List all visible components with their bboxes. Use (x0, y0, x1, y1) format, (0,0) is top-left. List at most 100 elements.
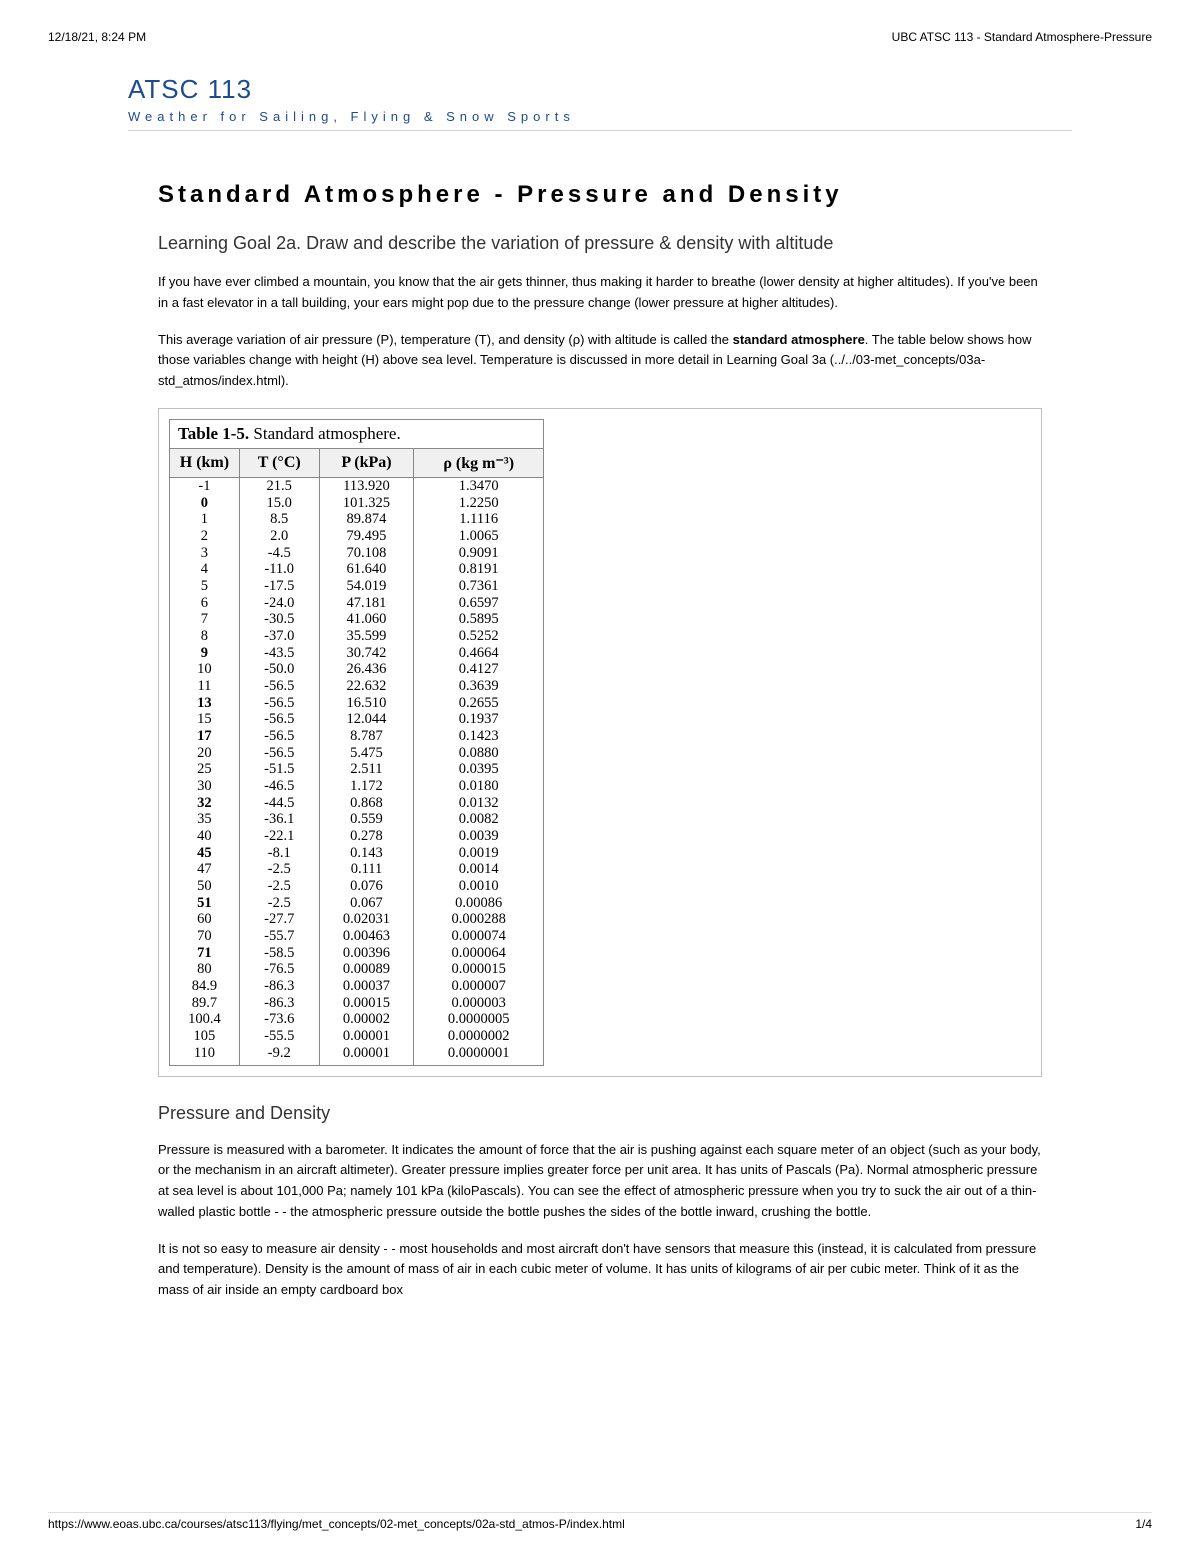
table-cell: 47.181 (319, 595, 414, 612)
table-row: 84.9-86.30.000370.000007 (170, 978, 544, 995)
table-cell: 0.143 (319, 845, 414, 862)
table-cell: 32 (170, 795, 240, 812)
table-row: 17-56.58.7870.1423 (170, 728, 544, 745)
table-cell: 26.436 (319, 661, 414, 678)
table-row: 89.7-86.30.000150.000003 (170, 995, 544, 1012)
table-cell: -9.2 (239, 1045, 319, 1065)
table-cell: 105 (170, 1028, 240, 1045)
table-cell: 4 (170, 561, 240, 578)
paragraph-pressure: Pressure is measured with a barometer. I… (158, 1140, 1042, 1223)
table-cell: 113.920 (319, 477, 414, 494)
table-header-row: H (km) T (°C) P (kPa) ρ (kg m⁻³) (170, 448, 544, 477)
table-cell: 0.4127 (414, 661, 544, 678)
table-row: 11-56.522.6320.3639 (170, 678, 544, 695)
table-cell: 0.00463 (319, 928, 414, 945)
table-cell: 13 (170, 695, 240, 712)
atmosphere-table: Table 1-5. Standard atmosphere. H (km) T… (169, 419, 544, 1066)
table-cell: 17 (170, 728, 240, 745)
table-cell: -86.3 (239, 995, 319, 1012)
table-cell: -8.1 (239, 845, 319, 862)
table-cell: 71 (170, 945, 240, 962)
table-cell: -76.5 (239, 961, 319, 978)
table-cell: 2 (170, 528, 240, 545)
table-row: 32-44.50.8680.0132 (170, 795, 544, 812)
table-cell: 1 (170, 511, 240, 528)
table-cell: 100.4 (170, 1011, 240, 1028)
table-cell: 0.5252 (414, 628, 544, 645)
col-t: T (°C) (239, 448, 319, 477)
print-doc-title: UBC ATSC 113 - Standard Atmosphere-Press… (892, 30, 1152, 44)
table-row: 4-11.061.6400.8191 (170, 561, 544, 578)
table-cell: 0.0082 (414, 811, 544, 828)
table-row: 40-22.10.2780.0039 (170, 828, 544, 845)
table-cell: 0.000064 (414, 945, 544, 962)
table-cell: 2.511 (319, 761, 414, 778)
col-p: P (kPa) (319, 448, 414, 477)
page-title: Standard Atmosphere - Pressure and Densi… (158, 181, 1042, 209)
table-cell: 54.019 (319, 578, 414, 595)
table-cell: 0.8191 (414, 561, 544, 578)
table-cell: 0.559 (319, 811, 414, 828)
table-cell: 6 (170, 595, 240, 612)
table-title-text: Standard atmosphere. (253, 424, 400, 443)
table-cell: 70 (170, 928, 240, 945)
table-row: 22.079.4951.0065 (170, 528, 544, 545)
table-cell: 45 (170, 845, 240, 862)
table-cell: -11.0 (239, 561, 319, 578)
table-cell: -43.5 (239, 645, 319, 662)
table-cell: 0.1937 (414, 711, 544, 728)
table-cell: 41.060 (319, 611, 414, 628)
table-cell: 1.172 (319, 778, 414, 795)
table-cell: -46.5 (239, 778, 319, 795)
table-row: 18.589.8741.1116 (170, 511, 544, 528)
para2-a: This average variation of air pressure (… (158, 332, 733, 347)
table-cell: 8.5 (239, 511, 319, 528)
table-cell: 15.0 (239, 495, 319, 512)
table-cell: 0.000003 (414, 995, 544, 1012)
table-cell: -55.7 (239, 928, 319, 945)
table-row: 9-43.530.7420.4664 (170, 645, 544, 662)
table-cell: 1.1116 (414, 511, 544, 528)
table-cell: 0.00037 (319, 978, 414, 995)
table-row: 80-76.50.000890.000015 (170, 961, 544, 978)
table-cell: 12.044 (319, 711, 414, 728)
table-title-cell: Table 1-5. Standard atmosphere. (170, 419, 544, 448)
table-cell: 35.599 (319, 628, 414, 645)
col-h: H (km) (170, 448, 240, 477)
table-cell: 8 (170, 628, 240, 645)
table-cell: -1 (170, 477, 240, 494)
table-cell: 10 (170, 661, 240, 678)
table-cell: -37.0 (239, 628, 319, 645)
table-cell: 1.2250 (414, 495, 544, 512)
table-cell: 0.9091 (414, 545, 544, 562)
table-cell: 61.640 (319, 561, 414, 578)
table-cell: 21.5 (239, 477, 319, 494)
table-cell: -24.0 (239, 595, 319, 612)
table-cell: 0.0019 (414, 845, 544, 862)
table-cell: 0.0180 (414, 778, 544, 795)
table-row: 015.0101.3251.2250 (170, 495, 544, 512)
table-cell: 0.0880 (414, 745, 544, 762)
table-cell: 70.108 (319, 545, 414, 562)
table-cell: 110 (170, 1045, 240, 1065)
table-cell: 15 (170, 711, 240, 728)
table-cell: -56.5 (239, 728, 319, 745)
table-cell: -56.5 (239, 711, 319, 728)
table-row: 60-27.70.020310.000288 (170, 911, 544, 928)
table-cell: 16.510 (319, 695, 414, 712)
table-cell: -36.1 (239, 811, 319, 828)
course-code: ATSC 113 (128, 74, 1072, 105)
footer-page: 1/4 (1135, 1517, 1152, 1531)
table-cell: 5.475 (319, 745, 414, 762)
table-row: 20-56.55.4750.0880 (170, 745, 544, 762)
table-cell: 0.000288 (414, 911, 544, 928)
table-cell: 0.1423 (414, 728, 544, 745)
table-row: -121.5113.9201.3470 (170, 477, 544, 494)
table-cell: 89.874 (319, 511, 414, 528)
table-cell: -30.5 (239, 611, 319, 628)
table-cell: -27.7 (239, 911, 319, 928)
table-cell: 22.632 (319, 678, 414, 695)
table-cell: 40 (170, 828, 240, 845)
table-cell: 0.0039 (414, 828, 544, 845)
table-cell: 9 (170, 645, 240, 662)
